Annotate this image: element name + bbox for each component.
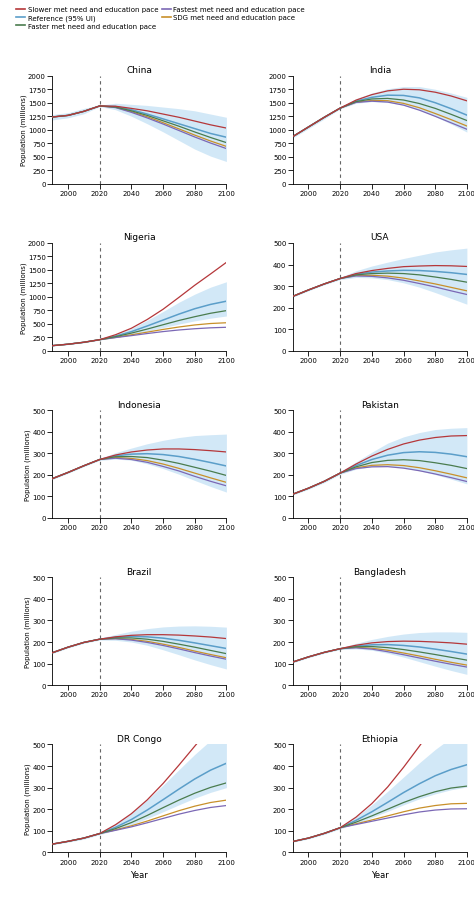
- Title: Indonesia: Indonesia: [118, 400, 161, 410]
- Title: Brazil: Brazil: [127, 567, 152, 576]
- Y-axis label: Population (millions): Population (millions): [20, 95, 27, 166]
- Y-axis label: Population (millions): Population (millions): [25, 595, 31, 667]
- Title: Ethiopia: Ethiopia: [361, 734, 398, 743]
- Title: Pakistan: Pakistan: [361, 400, 399, 410]
- Legend: Slower met need and education pace, Reference (95% UI), Faster met need and educ: Slower met need and education pace, Refe…: [13, 5, 308, 32]
- Y-axis label: Population (millions): Population (millions): [25, 763, 31, 834]
- Title: China: China: [127, 66, 152, 75]
- Y-axis label: Population (millions): Population (millions): [20, 262, 27, 334]
- Title: Bangladesh: Bangladesh: [353, 567, 406, 576]
- Title: USA: USA: [371, 234, 389, 243]
- Title: India: India: [369, 66, 391, 75]
- Y-axis label: Population (millions): Population (millions): [25, 428, 31, 501]
- X-axis label: Year: Year: [371, 870, 389, 879]
- X-axis label: Year: Year: [130, 870, 148, 879]
- Title: DR Congo: DR Congo: [117, 734, 162, 743]
- Title: Nigeria: Nigeria: [123, 234, 155, 243]
